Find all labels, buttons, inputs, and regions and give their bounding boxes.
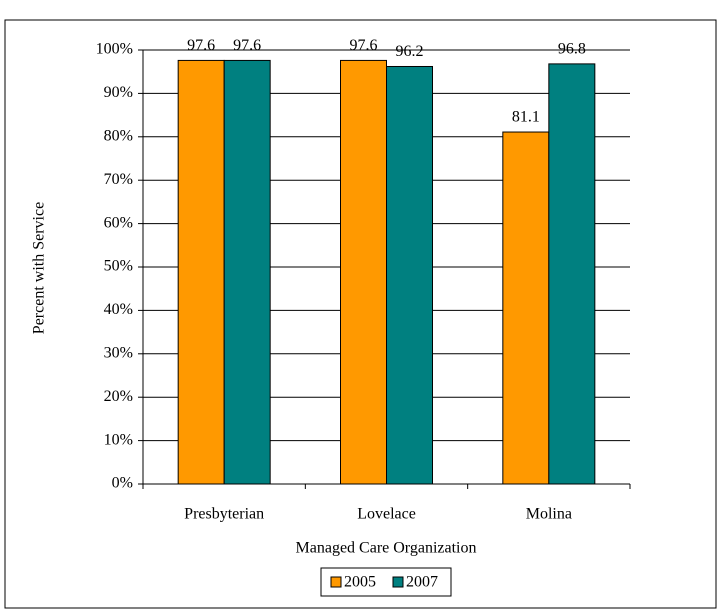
y-tick-label: 0% (112, 475, 133, 492)
y-tick-label: 70% (104, 171, 133, 188)
y-tick-label: 40% (104, 301, 133, 318)
bar (548, 63, 596, 485)
bar (340, 59, 387, 485)
legend-label: 2005 (344, 574, 376, 591)
legend-box (320, 567, 452, 597)
data-label: 96.2 (396, 43, 424, 60)
x-axis-label: Managed Care Organization (296, 540, 477, 557)
bar (177, 59, 225, 485)
data-label: 97.6 (233, 37, 261, 54)
data-label: 97.6 (350, 37, 378, 54)
y-tick-label: 20% (104, 388, 133, 405)
y-tick-label: 30% (104, 344, 133, 361)
y-axis-label: Percent with Service (31, 202, 48, 334)
bar (386, 65, 433, 485)
data-label: 96.8 (558, 41, 586, 58)
data-label: 97.6 (187, 37, 215, 54)
legend-swatch (392, 576, 404, 588)
y-tick-label: 50% (104, 258, 133, 275)
y-tick-label: 80% (104, 127, 133, 144)
bar (502, 131, 550, 485)
data-label: 81.1 (512, 109, 540, 126)
bar (223, 59, 271, 485)
legend-label: 2007 (406, 574, 438, 591)
y-tick-label: 10% (104, 431, 133, 448)
y-tick-label: 60% (104, 214, 133, 231)
x-tick-label: Lovelace (357, 506, 416, 523)
x-tick-label: Presbyterian (184, 506, 264, 523)
legend-swatch (330, 576, 342, 588)
x-tick-label: Molina (526, 506, 572, 523)
y-tick-label: 100% (96, 41, 133, 58)
y-tick-label: 90% (104, 84, 133, 101)
